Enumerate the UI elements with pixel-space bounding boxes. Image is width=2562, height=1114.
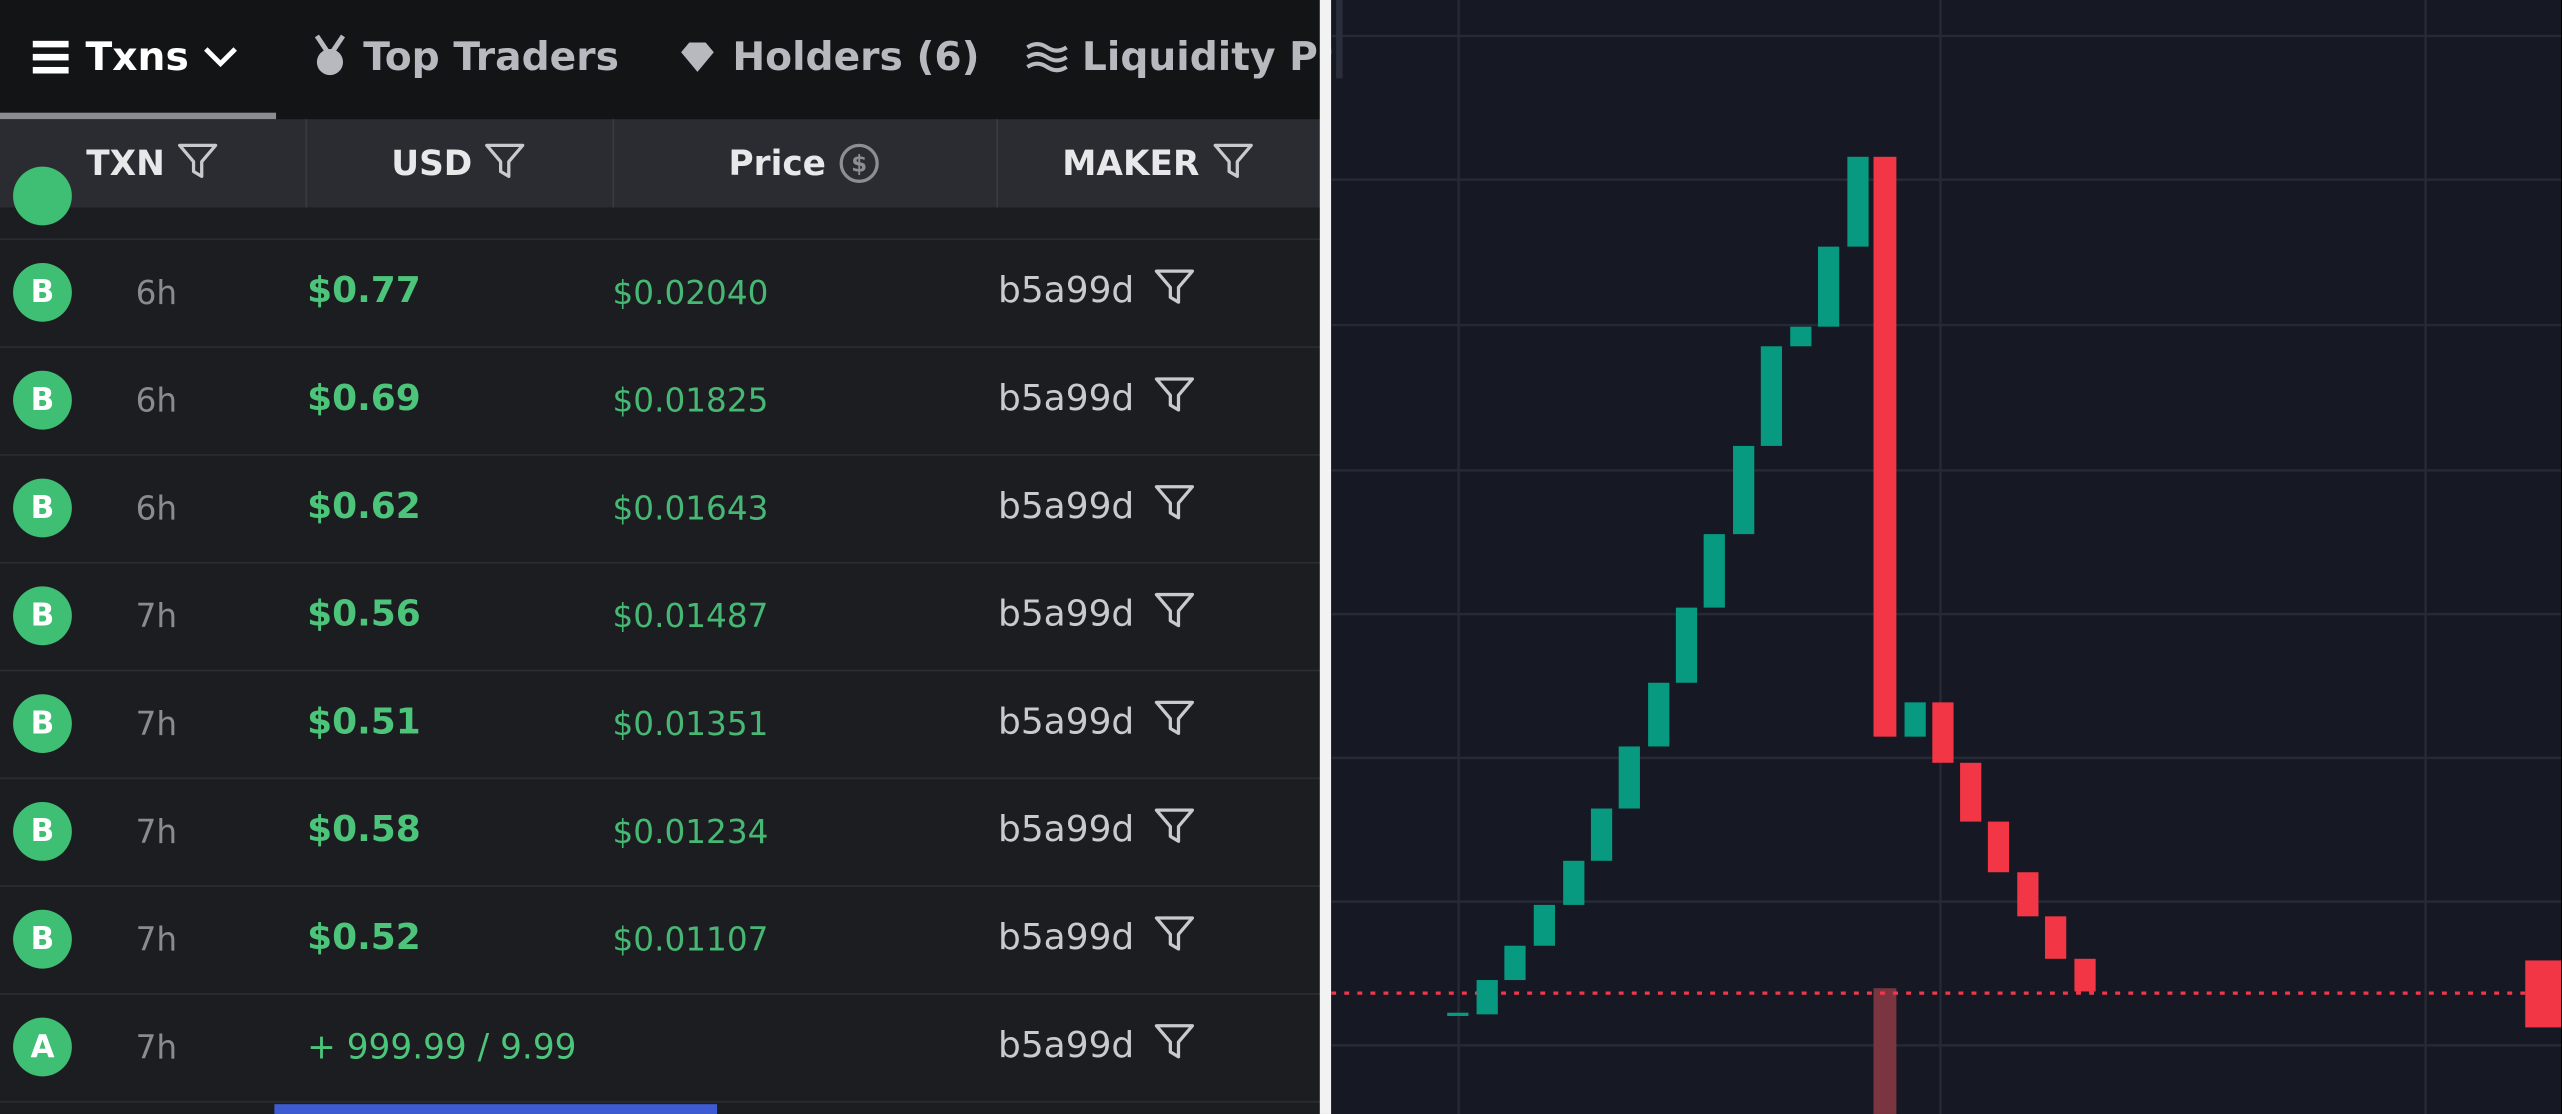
usd-value: $0.56 <box>307 594 421 636</box>
filter-icon[interactable] <box>1153 1023 1195 1062</box>
type-badge: B <box>13 694 72 753</box>
maker[interactable]: b5a99d <box>998 702 1135 744</box>
age: 7h <box>135 1027 178 1067</box>
type-badge: B <box>13 478 72 538</box>
column-title: USD <box>391 143 473 183</box>
tab-label: Top Traders <box>363 34 619 81</box>
usd-value: $0.62 <box>307 486 421 528</box>
type-badge: B <box>13 370 72 430</box>
tab[interactable]: Liquidity Pr <box>1026 0 1337 114</box>
column-header[interactable]: TXN <box>0 119 308 208</box>
table-row[interactable]: B 7h $0.52 $0.01107 b5a99d <box>0 885 1320 995</box>
maker[interactable]: b5a99d <box>998 271 1135 312</box>
table-row[interactable]: A 7h + 999.99 / 9.99 b5a99d <box>0 993 1320 1103</box>
diamond-icon <box>681 42 714 72</box>
age: 7h <box>135 703 178 744</box>
type-badge: B <box>13 801 72 861</box>
usd-value: $0.69 <box>307 378 421 420</box>
type-badge <box>13 166 72 226</box>
chevron <box>203 47 237 68</box>
maker[interactable]: b5a99d <box>998 594 1135 636</box>
age: 7h <box>135 919 178 959</box>
tab-label: Txns <box>85 34 189 81</box>
price: $0.01107 <box>612 919 769 959</box>
table-row[interactable]: B 6h $0.69 $0.01825 b5a99d <box>0 346 1320 456</box>
column-title: TXN <box>86 143 165 183</box>
age: 6h <box>135 380 178 420</box>
usd-value: $0.51 <box>307 702 421 744</box>
currency-icon[interactable]: $ <box>838 142 880 184</box>
price: $0.01825 <box>612 380 769 420</box>
usd-value: $0.58 <box>307 810 421 852</box>
column-header[interactable]: Price $ <box>613 119 999 208</box>
table-row[interactable]: B 6h $0.77 $0.02040 b5a99d <box>0 238 1320 348</box>
price: $0.02040 <box>612 272 769 312</box>
filter-icon[interactable] <box>177 142 219 181</box>
table-header: TXN USD Price $ MAKER <box>0 119 1322 208</box>
tab[interactable]: Txns <box>32 0 239 114</box>
maker[interactable]: b5a99d <box>998 486 1135 528</box>
maker[interactable]: b5a99d <box>998 917 1135 959</box>
filter-icon[interactable] <box>484 142 526 181</box>
column-title: Price <box>728 143 826 183</box>
tab-bar: Txns Top Traders Holders (6) Liquidity P… <box>0 0 1337 120</box>
price: $0.01234 <box>612 811 769 852</box>
menu-icon <box>32 40 69 74</box>
filter-icon[interactable] <box>1153 699 1195 738</box>
usd-value: $0.77 <box>307 271 421 312</box>
type-badge: B <box>13 909 72 969</box>
table-row[interactable]: B 7h $0.58 $0.01234 b5a99d <box>0 777 1320 887</box>
price-chart <box>1331 0 2562 1114</box>
tab-label: Holders (6) <box>732 34 980 81</box>
tab[interactable]: Top Traders <box>310 0 619 114</box>
maker[interactable]: b5a99d <box>998 1025 1135 1067</box>
table-row[interactable]: B 7h $0.51 $0.01351 b5a99d <box>0 670 1320 780</box>
medal-icon <box>314 34 346 76</box>
column-title: MAKER <box>1062 143 1200 183</box>
filter-icon[interactable] <box>1153 376 1195 415</box>
type-badge: A <box>13 1017 72 1077</box>
svg-text:$: $ <box>851 152 867 178</box>
table-row <box>0 131 1320 241</box>
tab[interactable]: Holders (6) <box>676 0 980 114</box>
filter-icon[interactable] <box>1153 268 1195 307</box>
type-badge: B <box>13 586 72 646</box>
price: $0.01643 <box>612 488 769 528</box>
age: 6h <box>135 272 178 312</box>
scrollbar <box>274 1104 718 1114</box>
age: 7h <box>135 596 178 636</box>
age: 6h <box>135 488 178 528</box>
tab-label: Liquidity Pr <box>1081 34 1338 81</box>
active-tab-indicator <box>0 112 277 120</box>
column-header[interactable]: MAKER <box>996 119 1322 208</box>
column-header[interactable]: USD <box>305 119 615 208</box>
age: 7h <box>135 811 178 852</box>
transactions-panel: Txns Top Traders Holders (6) Liquidity P… <box>0 0 1337 1114</box>
price: $0.01351 <box>612 703 769 744</box>
waves-icon <box>1026 42 1068 73</box>
filter-icon[interactable] <box>1153 591 1195 630</box>
maker[interactable]: b5a99d <box>998 378 1135 420</box>
table-row[interactable]: B 6h $0.62 $0.01643 b5a99d <box>0 454 1320 564</box>
filter-icon[interactable] <box>1153 915 1195 954</box>
price: $0.01487 <box>612 596 769 636</box>
filter-icon[interactable] <box>1211 142 1253 181</box>
amount: + 999.99 / 9.99 <box>307 1027 577 1067</box>
maker[interactable]: b5a99d <box>998 810 1135 852</box>
divider <box>1319 0 1332 1114</box>
usd-value: $0.52 <box>307 917 421 959</box>
table-row[interactable]: B 7h $0.56 $0.01487 b5a99d <box>0 562 1320 672</box>
type-badge: B <box>13 262 72 322</box>
filter-icon[interactable] <box>1153 807 1195 846</box>
filter-icon[interactable] <box>1153 483 1195 522</box>
